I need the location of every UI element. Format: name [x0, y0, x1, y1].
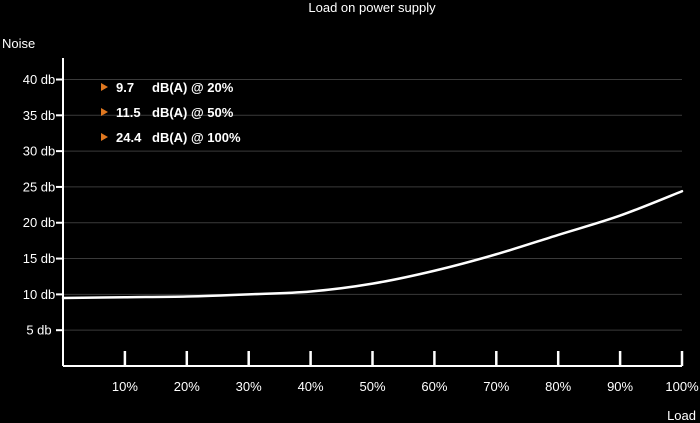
annotation-value: 11.5 — [116, 105, 141, 120]
x-tick-label: 60% — [421, 379, 447, 394]
x-tick-layer: 10% 20% 30% 40% 50% 60% 70% 80% 90% 100% — [112, 351, 699, 394]
annotation-text: dB(A) @ 20% — [152, 80, 234, 95]
x-tick-label: 90% — [607, 379, 633, 394]
annotation-text: dB(A) @ 100% — [152, 130, 241, 145]
x-tick-label: 80% — [545, 379, 571, 394]
annotation-marker-icon — [101, 108, 108, 116]
x-tick-label: 50% — [359, 379, 385, 394]
y-tick-label: 15 db — [23, 251, 56, 266]
y-axis-label: Noise — [2, 36, 35, 51]
y-tick-label: 20 db — [23, 215, 56, 230]
y-tick-label: 5 db — [26, 323, 51, 338]
x-tick-label: 20% — [174, 379, 200, 394]
annotation-marker-icon — [101, 133, 108, 141]
annotation-layer: 9.7 dB(A) @ 20% 11.5 dB(A) @ 50% 24.4 dB(A) @… — [101, 80, 241, 145]
y-tick-label: 10 db — [23, 287, 56, 302]
y-label-layer: 5 db 10 db 15 db 20 db 25 db 30 db 35 db 40 db — [23, 72, 56, 338]
annotation-marker-icon — [101, 83, 108, 91]
y-tick-label: 35 db — [23, 108, 56, 123]
x-tick-label: 40% — [298, 379, 324, 394]
annotation-text: dB(A) @ 50% — [152, 105, 234, 120]
x-tick-label: 10% — [112, 379, 138, 394]
x-tick-label: 30% — [236, 379, 262, 394]
y-tick-label: 30 db — [23, 144, 56, 159]
noise-curve — [61, 189, 684, 300]
y-tick-label: 40 db — [23, 72, 56, 87]
grid-layer — [56, 78, 682, 332]
x-tick-label: 70% — [483, 379, 509, 394]
annotation-value: 24.4 — [116, 130, 142, 145]
chart-title: Load on power supply — [308, 0, 436, 15]
series-layer — [61, 189, 684, 300]
x-tick-label: 100% — [665, 379, 699, 394]
x-axis-label: Load — [667, 408, 696, 423]
y-tick-label: 25 db — [23, 179, 56, 194]
annotation-value: 9.7 — [116, 80, 134, 95]
